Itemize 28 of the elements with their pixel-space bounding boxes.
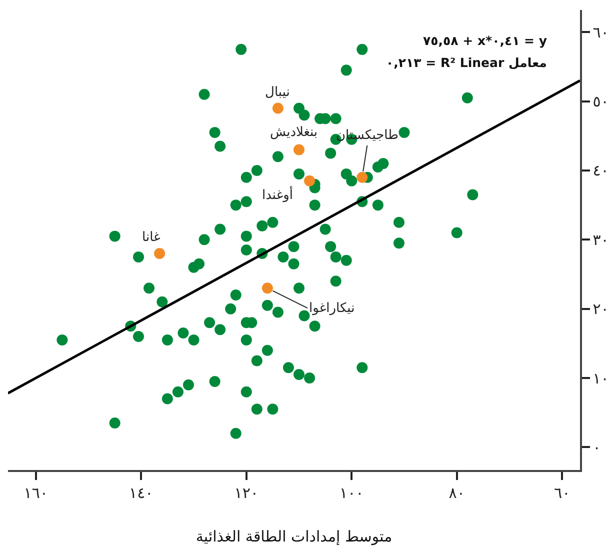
annotation: بنغلاديش <box>270 125 318 140</box>
x-tick-label: ١٠٠ <box>340 484 364 502</box>
x-tick-label: ١٤٠ <box>129 484 154 502</box>
x-tick-label: ١٢٠ <box>234 484 258 502</box>
x-tick-label: ٦٠ <box>554 484 570 502</box>
y-tick-label: ٠ <box>592 438 601 456</box>
x-axis-title: متوسط إمدادات الطاقة الغذائية <box>196 527 392 546</box>
point <box>154 248 166 259</box>
annotation: نيكاراغوا <box>309 301 355 316</box>
y-tick-label: ٤٠ <box>592 162 609 180</box>
point <box>356 172 368 183</box>
x-tick-label: ٨٠ <box>448 484 465 502</box>
annotation: ٠,٢١٣ = R² Linear معامل <box>386 55 547 70</box>
annotation: نيبال <box>265 85 290 100</box>
y-tick-label: ٢٠ <box>592 300 609 318</box>
x-tick-label: ١٦٠ <box>24 484 48 502</box>
annotation: طاجيكستان <box>336 128 398 143</box>
annotation: غانا <box>142 230 161 245</box>
y-tick-label: ٣٠ <box>592 230 609 249</box>
point <box>272 102 284 114</box>
y-tick-label: ٥٠ <box>592 92 609 111</box>
y-tick-label: ١٠ <box>592 369 609 388</box>
point <box>304 175 316 186</box>
annotation: ٧٥,٥٨ + x*٠,٤١ = y <box>423 33 548 48</box>
point <box>294 144 304 156</box>
point <box>262 282 273 294</box>
annotation: أوغندا <box>262 186 294 203</box>
y-tick-label: ٦٠ <box>592 23 609 42</box>
